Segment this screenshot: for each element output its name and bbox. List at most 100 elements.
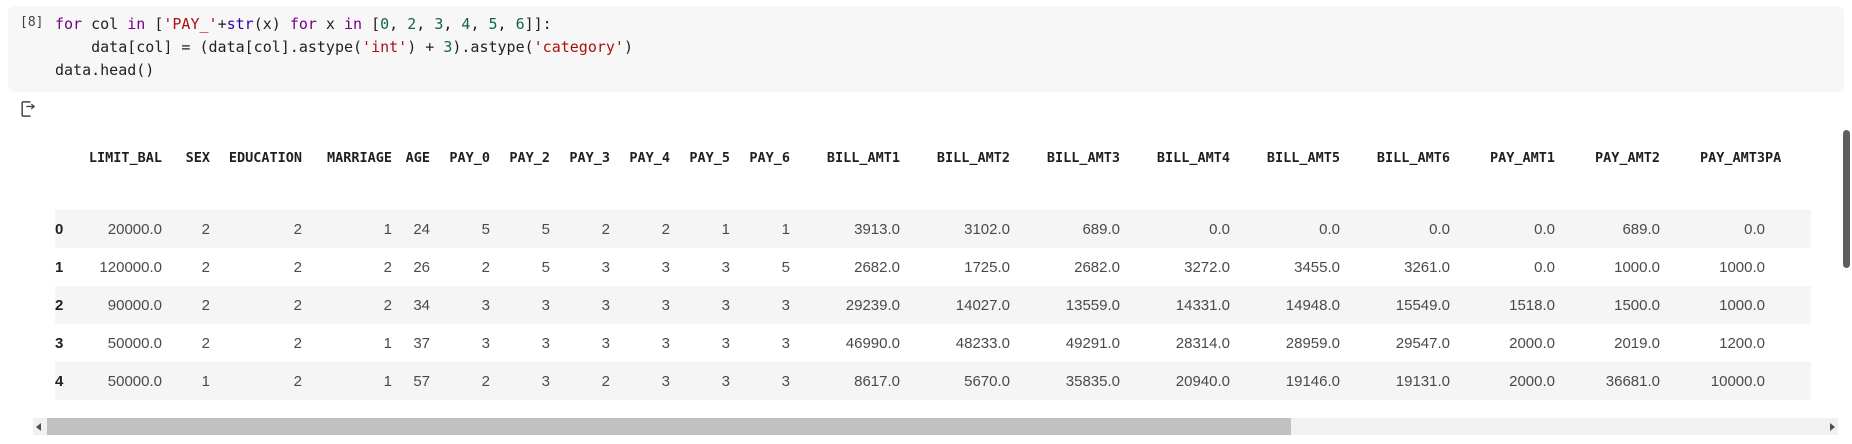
table-cell: 2: [481, 372, 490, 390]
table-cell: 3: [601, 296, 610, 314]
table-cell: 3913.0: [854, 220, 900, 238]
table-cell: 24: [413, 220, 430, 238]
table-cell: 5670.0: [964, 372, 1010, 390]
column-header: BILL_AMT4: [1156, 150, 1230, 166]
column-header: BILL_AMT6: [1376, 150, 1450, 166]
table-cell: 50000.0: [107, 334, 162, 352]
table-cell: 3: [481, 296, 490, 314]
table-cell: 3: [661, 296, 670, 314]
table-cell: 34: [413, 296, 430, 314]
table-cell: 689.0: [1082, 220, 1120, 238]
row-index: 0: [55, 220, 64, 238]
column-header: PA: [1765, 150, 1782, 166]
code-line: for col in ['PAY_'+str(x) for x in [0, 2…: [55, 15, 552, 33]
column-header: AGE: [405, 150, 430, 166]
table-cell: 120000.0: [99, 258, 162, 276]
execution-count[interactable]: [8]: [20, 15, 44, 30]
vertical-scrollbar-thumb[interactable]: [1843, 130, 1850, 268]
table-cell: 1000.0: [1719, 296, 1765, 314]
table-cell: 26: [413, 258, 430, 276]
table-cell: 1: [383, 220, 392, 238]
table-cell: 0.0: [1429, 220, 1450, 238]
column-header: BILL_AMT5: [1266, 150, 1340, 166]
dataframe-header: LIMIT_BAL SEX EDUCATION MARRIAGE AGE PAY_0 PAY…: [55, 142, 1811, 210]
table-cell: 3272.0: [1184, 258, 1230, 276]
column-header: PAY_6: [749, 150, 790, 166]
column-header: PAY_AMT1: [1489, 150, 1555, 166]
table-cell: 2: [201, 334, 210, 352]
table-cell: 28959.0: [1285, 334, 1340, 352]
scroll-left-arrow-icon[interactable]: [36, 422, 41, 431]
table-cell: 5: [481, 220, 490, 238]
column-header: PAY_0: [449, 150, 490, 166]
table-cell: 3: [541, 372, 550, 390]
table-cell: 3: [481, 334, 490, 352]
table-cell: 57: [413, 372, 430, 390]
column-header: PAY_5: [689, 150, 730, 166]
table-cell: 20940.0: [1175, 372, 1230, 390]
column-header: PAY_3: [569, 150, 610, 166]
table-cell: 3: [541, 334, 550, 352]
row-index: 4: [55, 372, 64, 390]
table-cell: 3: [721, 372, 730, 390]
table-cell: 0.0: [1744, 220, 1765, 238]
column-header: PAY_AMT3: [1699, 150, 1765, 166]
table-cell: 2: [201, 220, 210, 238]
column-header: EDUCATION: [228, 150, 302, 166]
table-cell: 2: [201, 258, 210, 276]
table-row: 4 50000.0 1 2 1 57 2 3 2 3 3 3 8617.0 5670.0 35835.0 20…: [55, 362, 1811, 400]
column-header: BILL_AMT3: [1046, 150, 1120, 166]
table-cell: 0.0: [1534, 258, 1555, 276]
column-header: PAY_2: [509, 150, 550, 166]
table-cell: 3: [721, 296, 730, 314]
column-header: BILL_AMT1: [826, 150, 900, 166]
cell-output-icon: [18, 99, 38, 119]
table-cell: 35835.0: [1065, 372, 1120, 390]
row-index: 3: [55, 334, 64, 352]
table-cell: 29239.0: [845, 296, 900, 314]
horizontal-scrollbar-thumb[interactable]: [47, 418, 1291, 435]
scroll-right-arrow-icon[interactable]: [1830, 422, 1835, 431]
table-cell: 49291.0: [1065, 334, 1120, 352]
table-cell: 1725.0: [964, 258, 1010, 276]
table-cell: 2: [293, 372, 302, 390]
table-cell: 3: [781, 334, 790, 352]
horizontal-scrollbar-track[interactable]: [33, 418, 1838, 435]
table-cell: 2682.0: [1074, 258, 1120, 276]
table-cell: 37: [413, 334, 430, 352]
column-header: PAY_AMT2: [1594, 150, 1660, 166]
table-cell: 48233.0: [955, 334, 1010, 352]
table-cell: 2: [293, 220, 302, 238]
table-row: 0 20000.0 2 2 1 24 5 5 2 2 1 1 3913.0 3102.0 689.0 0.0 0…: [55, 210, 1811, 248]
table-cell: 2682.0: [854, 258, 900, 276]
code-line: data.head(): [55, 61, 155, 79]
table-cell: 2000.0: [1509, 334, 1555, 352]
table-cell: 14948.0: [1285, 296, 1340, 314]
table-cell: 10000.0: [1710, 372, 1765, 390]
table-cell: 0.0: [1209, 220, 1230, 238]
table-row: 2 90000.0 2 2 2 34 3 3 3 3 3 3 29239.0 14027.0 13559.0…: [55, 286, 1811, 324]
table-cell: 5: [541, 258, 550, 276]
table-cell: 689.0: [1622, 220, 1660, 238]
table-cell: [1765, 362, 1811, 400]
table-cell: 2: [601, 220, 610, 238]
table-cell: 90000.0: [107, 296, 162, 314]
table-cell: 2: [293, 258, 302, 276]
table-cell: 2: [293, 296, 302, 314]
table-cell: 50000.0: [107, 372, 162, 390]
table-cell: [1765, 248, 1811, 286]
table-cell: 3: [781, 372, 790, 390]
table-cell: 3455.0: [1294, 258, 1340, 276]
table-cell: 3: [661, 258, 670, 276]
table-cell: 3102.0: [964, 220, 1010, 238]
table-cell: 3: [661, 372, 670, 390]
code-editor[interactable]: for col in ['PAY_'+str(x) for x in [0, 2…: [55, 13, 1834, 82]
table-cell: 14331.0: [1175, 296, 1230, 314]
column-header: MARRIAGE: [326, 150, 392, 166]
table-cell: 3: [601, 334, 610, 352]
table-cell: 0.0: [1319, 220, 1340, 238]
table-cell: 1200.0: [1719, 334, 1765, 352]
table-cell: 3: [781, 296, 790, 314]
row-index: 2: [55, 296, 64, 314]
